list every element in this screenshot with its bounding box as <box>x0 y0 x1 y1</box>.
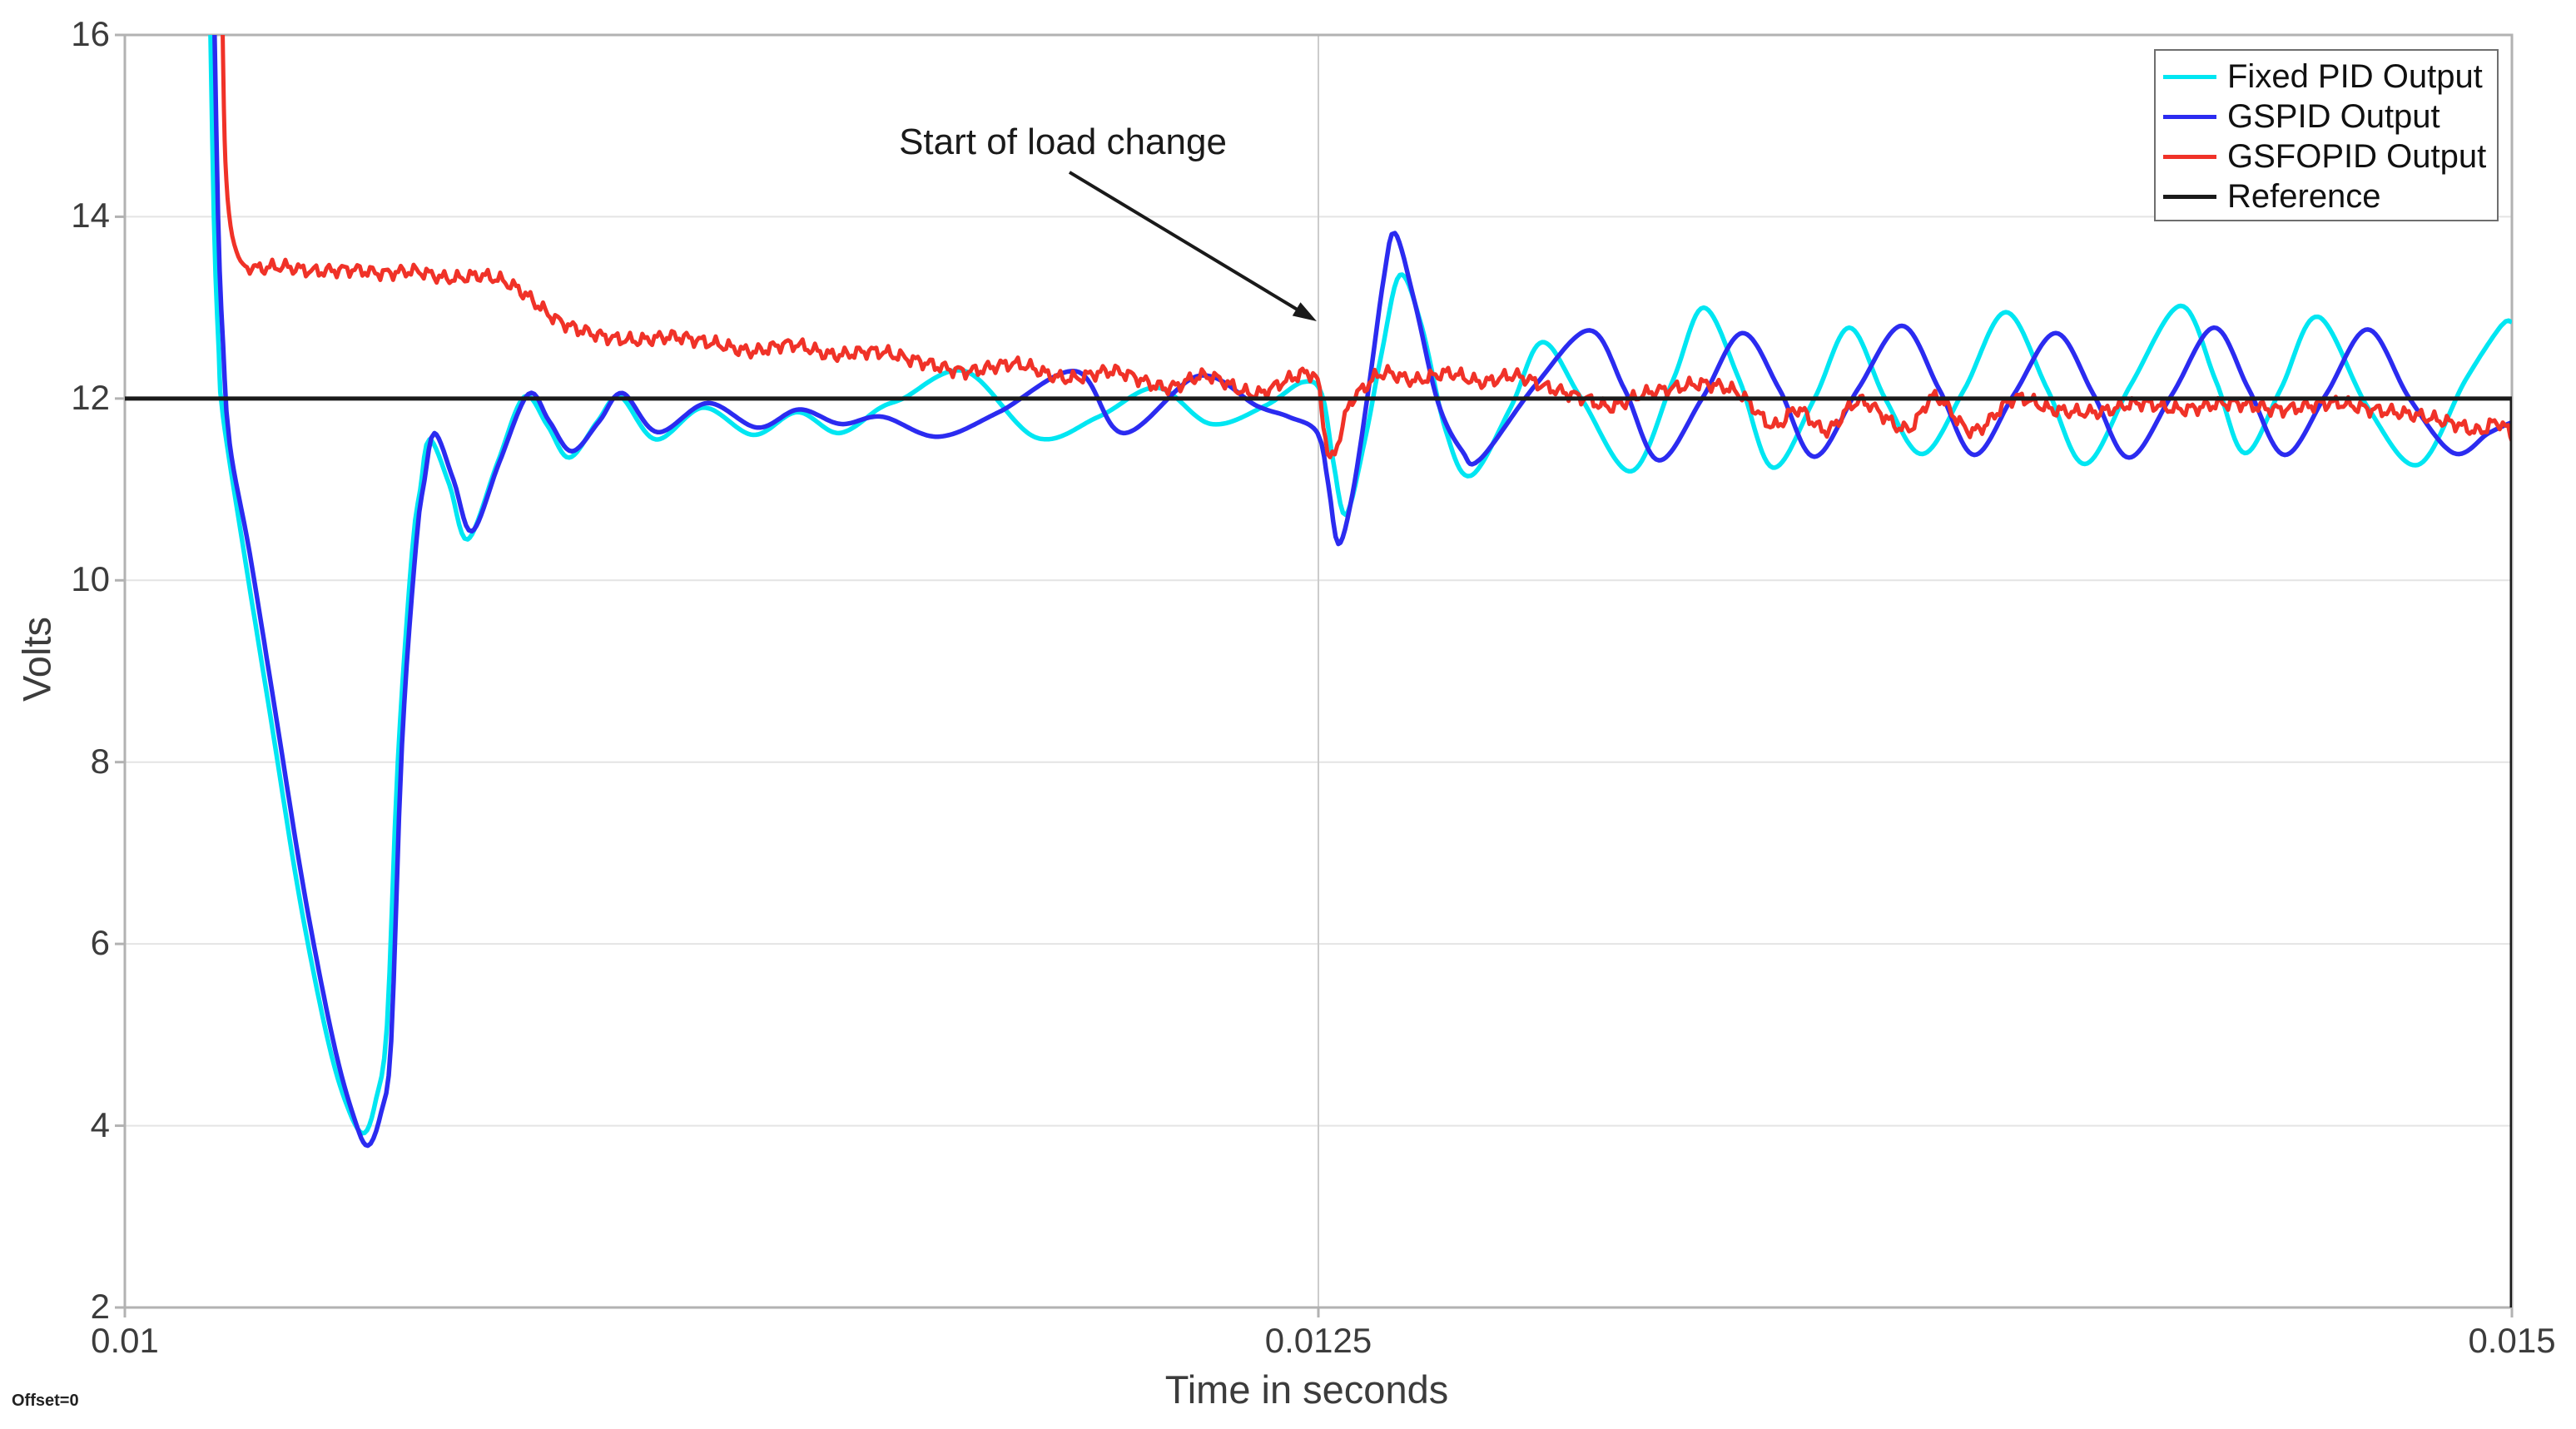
y-tick-label: 14 <box>71 196 110 236</box>
y-tick-label: 6 <box>90 923 110 963</box>
annotation-text: Start of load change <box>899 122 1227 162</box>
annotation-arrowhead <box>1292 302 1317 321</box>
legend-line-swatch <box>2163 114 2216 119</box>
y-axis-label: Volts <box>14 617 59 702</box>
legend-label: GSPID Output <box>2227 98 2440 135</box>
legend-line-swatch <box>2163 194 2216 199</box>
y-tick-label: 10 <box>71 559 110 599</box>
y-tick-label: 12 <box>71 377 110 417</box>
legend-line-swatch <box>2163 154 2216 159</box>
legend-label: Reference <box>2227 178 2381 215</box>
legend: Fixed PID Output GSPID Output GSFOPID Outp… <box>2154 49 2499 221</box>
x-tick-label: 0.015 <box>2468 1321 2556 1360</box>
annotation-arrow-line <box>1068 171 1305 315</box>
legend-item: Fixed PID Output <box>2163 57 2497 97</box>
legend-label: Fixed PID Output <box>2227 58 2483 95</box>
y-tick-label: 2 <box>90 1287 110 1327</box>
x-tick-label: 0.01 <box>91 1321 159 1360</box>
curve-reference <box>125 396 2512 1307</box>
legend-item: GSFOPID Output <box>2163 136 2497 176</box>
x-tick-label: 0.0125 <box>1264 1321 1372 1360</box>
legend-label: GSFOPID Output <box>2227 138 2487 175</box>
offset-label: Offset=0 <box>12 1392 79 1410</box>
y-tick-label: 16 <box>71 14 110 54</box>
y-tick-label: 4 <box>90 1104 110 1144</box>
y-tick-label: 8 <box>90 741 110 781</box>
x-axis-label: Time in seconds <box>1164 1367 1449 1412</box>
legend-line-swatch <box>2163 74 2216 79</box>
legend-item: Reference <box>2163 176 2497 216</box>
curve-gsfopid-output <box>221 35 2512 459</box>
legend-item: GSPID Output <box>2163 97 2497 136</box>
curve-gspid-output <box>212 35 2512 1149</box>
